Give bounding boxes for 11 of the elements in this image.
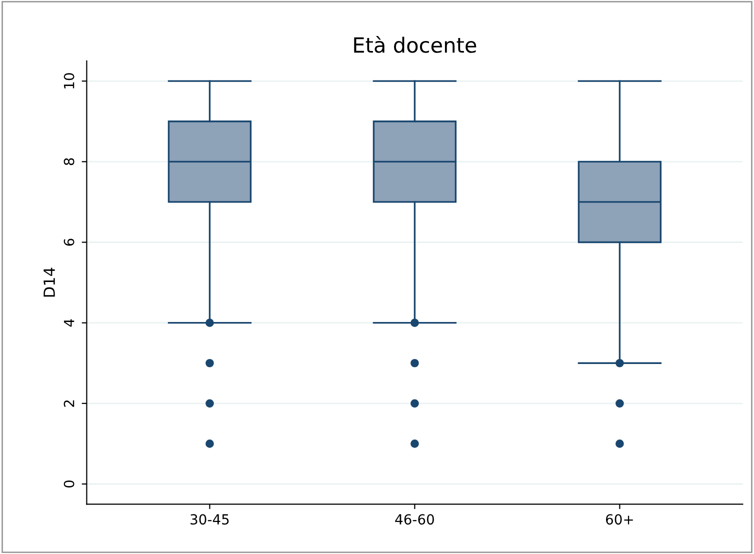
y-tick-label: 0 (64, 480, 74, 488)
x-tick-label: 60+ (606, 514, 633, 525)
y-tick-label: 10 (64, 73, 74, 88)
x-tick-label: 46-60 (395, 514, 434, 525)
y-tick-label: 4 (64, 319, 74, 327)
y-tick-label: 6 (64, 238, 74, 246)
y-tick-label: 2 (64, 400, 74, 407)
y-tick-label: 8 (64, 158, 74, 166)
chart-title: Età docente (354, 36, 476, 53)
y-axis-title: D14 (44, 268, 55, 297)
x-tick-label: 30-45 (190, 514, 229, 525)
